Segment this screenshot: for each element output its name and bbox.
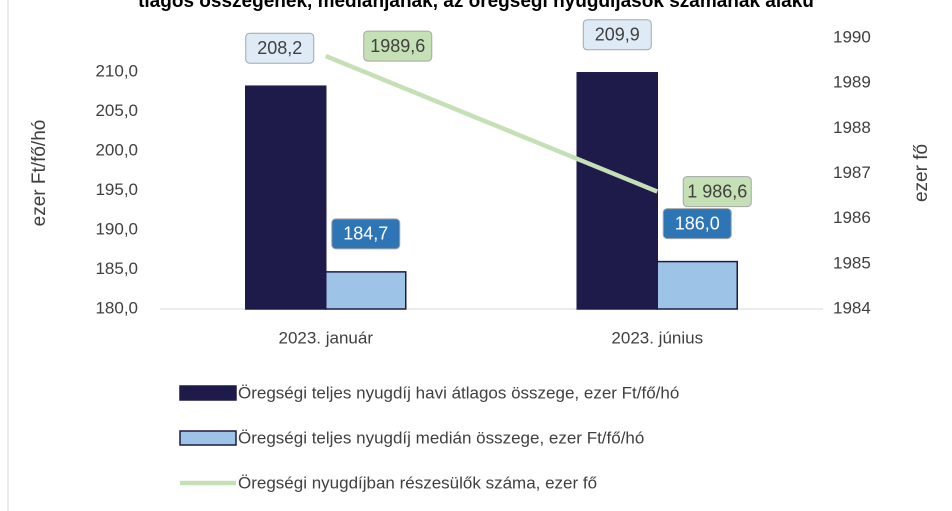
y2-tick-label: 1985 xyxy=(833,253,871,272)
y-axis-title: ezer Ft/fő/hó xyxy=(29,120,50,227)
y-tick-label: 180,0 xyxy=(95,298,138,317)
y2-tick-label: 1990 xyxy=(833,27,871,46)
legend-marker xyxy=(179,430,237,446)
y2-axis-title: ezer fő xyxy=(911,144,932,202)
y-tick-label: 205,0 xyxy=(95,101,138,120)
chart-frame xyxy=(7,0,952,511)
bar xyxy=(656,260,738,310)
y2-tick-label: 1987 xyxy=(833,163,871,182)
data-label: 184,7 xyxy=(343,224,388,244)
bar xyxy=(245,85,327,310)
data-label-box xyxy=(363,30,433,62)
data-label: 1989,6 xyxy=(370,36,425,56)
data-label-box xyxy=(245,32,315,64)
bar xyxy=(325,271,407,310)
legend-label: Öregségi nyugdíjban részesülők száma, ez… xyxy=(238,473,597,492)
legend-label: Öregségi teljes nyugdíj medián összege, … xyxy=(238,428,644,447)
y-tick-label: 195,0 xyxy=(95,180,138,199)
y-tick-label: 200,0 xyxy=(95,140,138,159)
legend-marker xyxy=(179,385,237,401)
data-label-box xyxy=(682,176,752,208)
y-tick-label: 210,0 xyxy=(95,61,138,80)
data-label: 186,0 xyxy=(675,213,720,233)
data-label-box xyxy=(662,208,732,240)
data-label: 208,2 xyxy=(257,38,302,58)
y2-tick-label: 1984 xyxy=(833,298,871,317)
data-label: 209,9 xyxy=(595,25,640,45)
data-label-box xyxy=(331,218,401,250)
line xyxy=(324,53,659,194)
legend-label: Öregségi teljes nyugdíj havi átlagos öss… xyxy=(238,383,679,402)
y2-tick-label: 1989 xyxy=(833,73,871,92)
x-tick-label: 2023. január xyxy=(278,328,373,347)
y2-tick-label: 1986 xyxy=(833,208,871,227)
chart-title: tlagos összegének, mediánjának, az öregs… xyxy=(138,0,814,12)
data-label: 1 986,6 xyxy=(687,181,747,201)
data-label-box xyxy=(582,19,652,51)
bar xyxy=(576,72,658,310)
y-tick-label: 185,0 xyxy=(95,259,138,278)
y2-tick-label: 1988 xyxy=(833,118,871,137)
y-tick-label: 190,0 xyxy=(95,219,138,238)
x-tick-label: 2023. június xyxy=(611,328,703,347)
